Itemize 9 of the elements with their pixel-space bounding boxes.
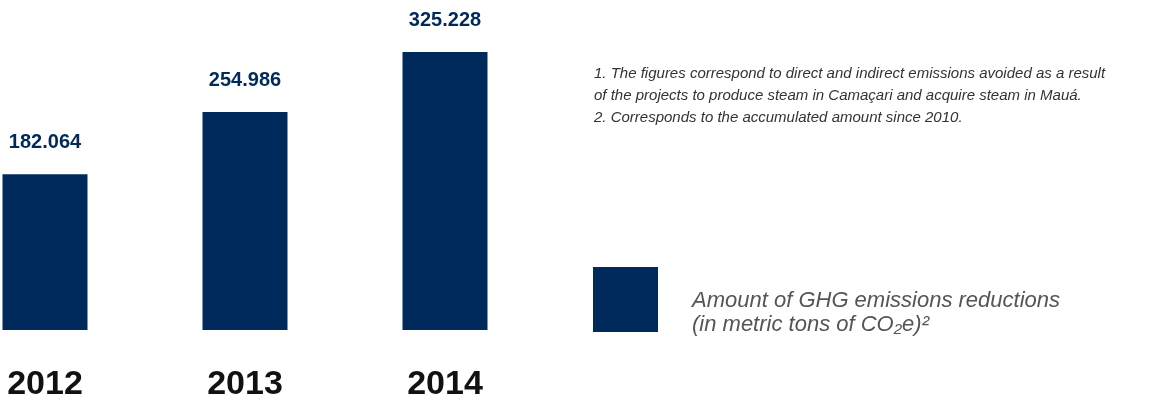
text: Amount of GHG emissions reductions (in metric tons of CO₂e)²	[690, 286, 1061, 336]
text: 1. The figures correspond to direct and indirect emissions avoided as a result of the projects to produce steam in Camaçari and acquire steam in Mauá.	[594, 64, 1106, 103]
data-label: 325.228	[408, 8, 482, 30]
x-tick-label: 2014	[407, 362, 483, 401]
text: 2. Corresponds to the accumulated amount since 2010.	[593, 108, 963, 125]
x-tick-label: 2012	[7, 362, 83, 401]
data-label: 254.986	[208, 68, 282, 91]
x-tick-label: 2013	[207, 362, 283, 401]
data-label: 182.064	[8, 130, 83, 153]
